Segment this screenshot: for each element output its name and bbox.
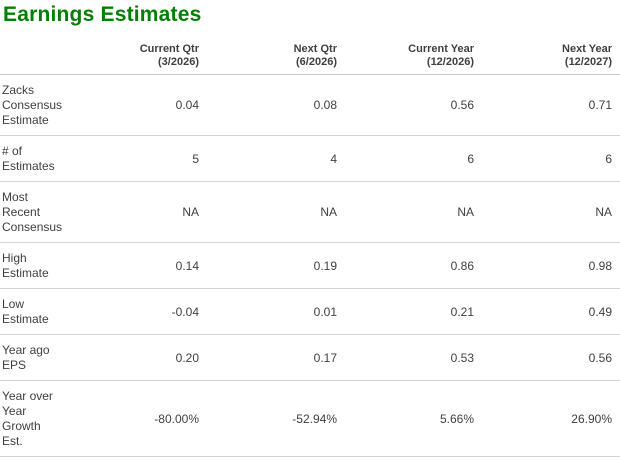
cell-value: -52.94% — [207, 380, 345, 457]
cell-value: 0.49 — [482, 288, 620, 335]
row-year-ago-eps: Year ago EPS 0.20 0.17 0.53 0.56 — [0, 334, 620, 381]
cell-value: 0.17 — [207, 334, 345, 381]
table-header-row: Current Qtr (3/2026) Next Qtr (6/2026) C… — [0, 27, 620, 75]
cell-value: 0.04 — [70, 74, 207, 136]
row-number-of-estimates: # of Estimates 5 4 6 6 — [0, 135, 620, 182]
cell-value: 0.86 — [345, 242, 482, 289]
cell-value: 0.14 — [70, 242, 207, 289]
row-label: # of Estimates — [0, 135, 70, 182]
row-label: High Estimate — [0, 242, 70, 289]
row-high-estimate: High Estimate 0.14 0.19 0.86 0.98 — [0, 242, 620, 289]
cell-value: 0.19 — [207, 242, 345, 289]
cell-value: 0.01 — [207, 288, 345, 335]
cell-value: 0.98 — [482, 242, 620, 289]
row-most-recent-consensus: Most Recent Consensus NA NA NA NA — [0, 181, 620, 243]
cell-value: NA — [207, 181, 345, 243]
cell-value: 0.56 — [482, 334, 620, 381]
cell-value: 6 — [482, 135, 620, 182]
page-title: Earnings Estimates — [3, 3, 202, 26]
row-label: Low Estimate — [0, 288, 70, 335]
cell-value: -0.04 — [70, 288, 207, 335]
header-next-qtr: Next Qtr (6/2026) — [207, 27, 345, 75]
cell-value: 0.56 — [345, 74, 482, 136]
row-label: Most Recent Consensus — [0, 181, 70, 243]
cell-value: 6 — [345, 135, 482, 182]
header-current-year: Current Year (12/2026) — [345, 27, 482, 75]
cell-value: -80.00% — [70, 380, 207, 457]
cell-value: 5 — [70, 135, 207, 182]
cell-value: 26.90% — [482, 380, 620, 457]
row-label: Year over Year Growth Est. — [0, 380, 70, 457]
row-label: Year ago EPS — [0, 334, 70, 381]
cell-value: NA — [345, 181, 482, 243]
cell-value: NA — [482, 181, 620, 243]
row-low-estimate: Low Estimate -0.04 0.01 0.21 0.49 — [0, 288, 620, 335]
cell-value: NA — [70, 181, 207, 243]
earnings-estimates-section: Earnings Estimates Current Qtr (3/2026) … — [0, 3, 620, 457]
cell-value: 0.53 — [345, 334, 482, 381]
header-current-qtr: Current Qtr (3/2026) — [70, 27, 207, 75]
cell-value: 0.21 — [345, 288, 482, 335]
cell-value: 4 — [207, 135, 345, 182]
row-label: Zacks Consensus Estimate — [0, 74, 70, 136]
cell-value: 5.66% — [345, 380, 482, 457]
header-next-year: Next Year (12/2027) — [482, 27, 620, 75]
earnings-estimates-table: Current Qtr (3/2026) Next Qtr (6/2026) C… — [0, 27, 620, 457]
cell-value: 0.20 — [70, 334, 207, 381]
header-empty-cell — [0, 27, 70, 75]
cell-value: 0.71 — [482, 74, 620, 136]
row-year-over-year-growth-est: Year over Year Growth Est. -80.00% -52.9… — [0, 380, 620, 457]
row-zacks-consensus-estimate: Zacks Consensus Estimate 0.04 0.08 0.56 … — [0, 74, 620, 136]
cell-value: 0.08 — [207, 74, 345, 136]
